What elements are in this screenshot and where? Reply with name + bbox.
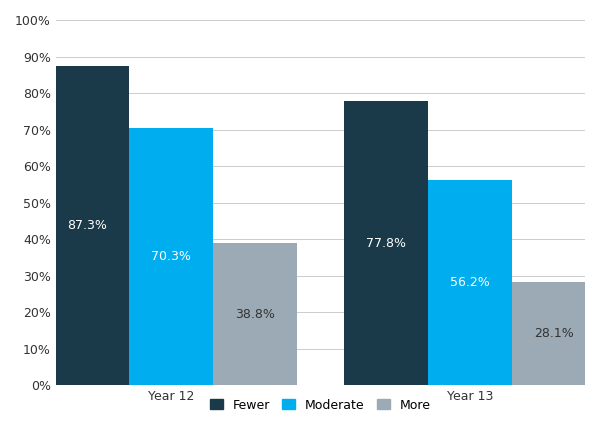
Text: 28.1%: 28.1% (534, 327, 574, 340)
Bar (213, 244, 297, 385)
Legend: Fewer, Moderate, More: Fewer, Moderate, More (206, 395, 434, 415)
Bar (512, 282, 596, 385)
Text: 77.8%: 77.8% (366, 236, 406, 250)
Text: 56.2%: 56.2% (450, 276, 490, 289)
Bar (428, 180, 512, 385)
Text: 70.3%: 70.3% (151, 250, 191, 263)
Bar (344, 101, 428, 385)
Text: 87.3%: 87.3% (67, 219, 107, 232)
Bar (129, 128, 213, 385)
Text: 38.8%: 38.8% (235, 308, 275, 321)
Bar (45, 66, 129, 385)
